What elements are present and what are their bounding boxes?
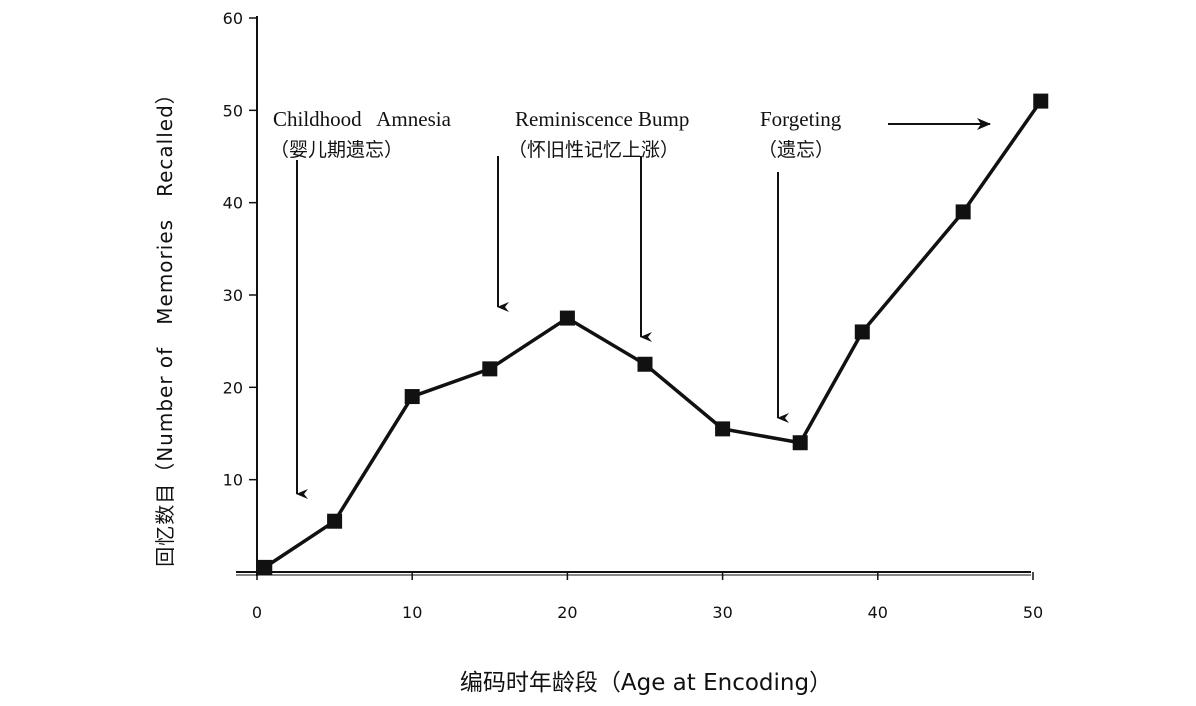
data-point-marker [257,559,273,575]
axes [236,16,1034,580]
data-point-marker [854,324,870,340]
annotation-forgeting-cn: （遗忘） [758,139,834,161]
x-tick-label: 30 [712,603,732,622]
y-tick-label: 40 [223,194,243,213]
x-axis-label: 编码时年龄段（Age at Encoding） [460,670,832,696]
y-tick-label: 50 [223,101,243,120]
annotation-childhood-amnesia: Childhood Amnesia [273,107,452,131]
data-point-marker [715,421,731,437]
data-point-marker [404,389,420,405]
data-point-marker [637,356,653,372]
data-point-marker [327,513,343,529]
y-tick-label: 20 [223,378,243,397]
y-tick-label: 30 [223,286,243,305]
data-point-marker [559,310,575,326]
y-tick-label: 10 [223,471,243,490]
y-tick-label: 60 [223,9,243,28]
data-point-marker [792,435,808,451]
annotation-reminiscence-bump-cn: （怀旧性记忆上涨） [508,139,679,161]
x-tick-label: 0 [252,603,262,622]
series-line [263,100,1043,569]
x-tick-label: 40 [868,603,888,622]
x-tick-label: 50 [1023,603,1043,622]
y-axis-label: 回忆数目（Number of Memories Recalled） [153,83,177,567]
annotations: Childhood Amnesia （婴儿期遗忘） Reminiscence B… [270,107,991,499]
annotation-childhood-amnesia-cn: （婴儿期遗忘） [270,139,403,161]
data-point-marker [955,204,971,220]
tick-labels: 10 20 30 40 50 60 0 10 20 30 40 50 [223,9,1044,622]
data-point-marker [482,361,498,377]
annotation-forgeting: Forgeting [760,107,842,131]
x-tick-label: 10 [402,603,422,622]
x-tick-label: 20 [557,603,577,622]
data-point-marker [1033,93,1049,109]
series-layer [257,93,1049,575]
annotation-reminiscence-bump: Reminiscence Bump [515,107,689,131]
